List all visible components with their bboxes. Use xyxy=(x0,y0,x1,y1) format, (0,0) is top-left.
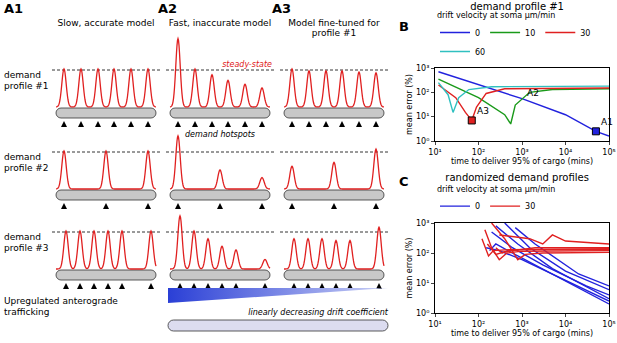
svg-text:demand profile #1: demand profile #1 xyxy=(470,1,564,12)
svg-text:Upregulated anterogradetraffic: Upregulated anterogradetrafficking xyxy=(4,296,118,317)
svg-text:A3: A3 xyxy=(272,1,291,16)
svg-text:10¹: 10¹ xyxy=(428,148,441,157)
svg-text:A1: A1 xyxy=(601,117,613,127)
svg-text:Model fine-tuned forprofile #1: Model fine-tuned forprofile #1 xyxy=(288,18,380,38)
svg-text:linearly decreasing drift coef: linearly decreasing drift coefficient xyxy=(248,308,389,317)
svg-text:10²: 10² xyxy=(416,249,429,258)
svg-text:A1: A1 xyxy=(4,1,23,16)
svg-text:10⁵: 10⁵ xyxy=(602,320,615,329)
svg-text:demandprofile #2: demandprofile #2 xyxy=(4,152,49,173)
svg-text:30: 30 xyxy=(525,202,535,211)
svg-text:A3: A3 xyxy=(477,106,489,116)
svg-text:10⁰: 10⁰ xyxy=(416,137,429,146)
svg-text:time to deliver 95% of cargo (: time to deliver 95% of cargo (mins) xyxy=(451,329,593,338)
svg-text:10³: 10³ xyxy=(416,64,429,73)
svg-text:10⁴: 10⁴ xyxy=(559,148,572,157)
svg-text:10²: 10² xyxy=(472,320,485,329)
svg-text:10¹: 10¹ xyxy=(416,112,429,121)
svg-text:mean error (%): mean error (%) xyxy=(405,74,414,135)
svg-text:10⁴: 10⁴ xyxy=(559,320,572,329)
svg-text:10: 10 xyxy=(525,29,535,38)
svg-text:30: 30 xyxy=(580,29,590,38)
svg-text:10³: 10³ xyxy=(515,148,528,157)
svg-text:10²: 10² xyxy=(416,88,429,97)
svg-text:demand hotspots: demand hotspots xyxy=(185,130,255,139)
svg-text:0: 0 xyxy=(475,202,480,211)
svg-text:Slow, accurate model: Slow, accurate model xyxy=(57,18,154,28)
svg-text:60: 60 xyxy=(475,48,485,57)
svg-text:demandprofile #3: demandprofile #3 xyxy=(4,232,49,253)
svg-text:10³: 10³ xyxy=(416,219,429,228)
svg-text:A2: A2 xyxy=(527,88,539,98)
svg-text:10⁰: 10⁰ xyxy=(416,309,429,318)
svg-text:Fast, inaccurate model: Fast, inaccurate model xyxy=(169,18,271,28)
svg-text:mean error (%): mean error (%) xyxy=(405,238,414,299)
svg-text:C: C xyxy=(399,174,409,189)
svg-text:drift velocity at soma μm/min: drift velocity at soma μm/min xyxy=(437,11,555,20)
svg-text:B: B xyxy=(399,19,409,34)
svg-text:10⁵: 10⁵ xyxy=(602,148,615,157)
svg-text:10²: 10² xyxy=(472,148,485,157)
svg-text:0: 0 xyxy=(475,29,480,38)
svg-text:time to deliver 95% of cargo (: time to deliver 95% of cargo (mins) xyxy=(451,157,593,166)
svg-text:10¹: 10¹ xyxy=(428,320,441,329)
svg-text:demandprofile #1: demandprofile #1 xyxy=(4,70,49,91)
svg-text:drift velocity at soma μm/min: drift velocity at soma μm/min xyxy=(437,185,555,194)
svg-text:A2: A2 xyxy=(158,1,177,16)
svg-text:10³: 10³ xyxy=(515,320,528,329)
svg-text:10¹: 10¹ xyxy=(416,279,429,288)
svg-text:steady-state: steady-state xyxy=(222,60,272,69)
svg-text:randomized demand profiles: randomized demand profiles xyxy=(445,172,589,183)
